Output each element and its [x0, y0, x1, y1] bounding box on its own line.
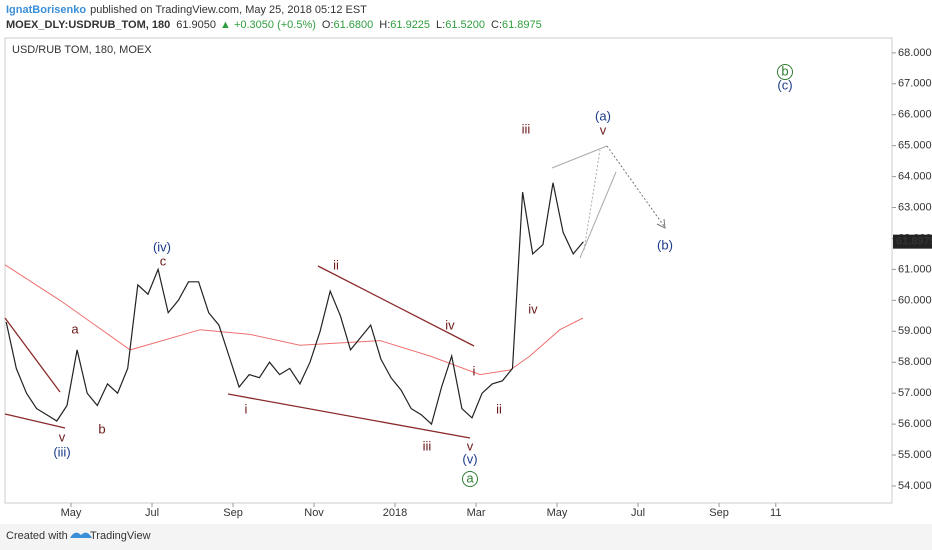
last-price-tag	[893, 234, 932, 249]
x-tick-label: Nov	[304, 507, 324, 519]
wave-label: b	[98, 421, 105, 436]
projection-lines	[551, 145, 666, 259]
wave-label: (iii)	[53, 444, 70, 459]
x-tick-label: May	[61, 507, 82, 519]
author[interactable]: IgnatBorisenko	[6, 4, 86, 16]
x-tick-label: 2018	[383, 507, 407, 519]
symbol: MOEX_DLY:USDRUB_TOM, 180	[6, 19, 170, 31]
y-tick-label: 57.0000	[898, 387, 932, 399]
wave-label: (iv)	[153, 239, 171, 254]
wave-label: (v)	[462, 451, 477, 466]
x-tick-label: Jul	[631, 507, 645, 519]
x-tick-label: Sep	[709, 507, 729, 519]
wave-label: iv	[528, 301, 538, 316]
ohlc-value: 61.5200	[445, 19, 485, 31]
footer-created: Created with	[6, 530, 68, 542]
ohlc-value: 61.6800	[334, 19, 374, 31]
wave-label: iii	[423, 438, 432, 453]
ohlc-key: O:	[322, 19, 334, 31]
ohlc-key: H:	[379, 19, 390, 31]
footer-bar	[0, 524, 932, 550]
x-tick-label: Jul	[145, 507, 159, 519]
symbol-line: MOEX_DLY:USDRUB_TOM, 180 61.9050 ▲ +0.3050…	[6, 19, 542, 31]
plot-frame	[4, 37, 893, 504]
y-tick-label: 65.0000	[898, 140, 932, 152]
price-line	[5, 182, 584, 426]
wave-label: v	[59, 429, 66, 444]
ohlc-key: C:	[491, 19, 502, 31]
x-tick-label: Sep	[223, 507, 243, 519]
x-tick-label: Mar	[467, 507, 486, 519]
wave-label: (c)	[777, 77, 792, 92]
y-tick-label: 60.0000	[898, 294, 932, 306]
last-price-label: 61.8975	[896, 236, 932, 248]
y-tick-label: 55.0000	[898, 449, 932, 461]
wave-label: b	[781, 63, 788, 78]
wave-label: i	[473, 363, 476, 378]
change: ▲ +0.3050 (+0.5%)	[220, 19, 316, 31]
circle-marker	[777, 64, 793, 80]
footer-brand[interactable]: TradingView	[90, 530, 151, 542]
wave-label: a	[466, 470, 474, 485]
y-tick-label: 61.0000	[898, 263, 932, 275]
y-tick-label: 67.0000	[898, 78, 932, 90]
wave-label: c	[160, 253, 167, 268]
y-tick-label: 68.0000	[898, 47, 932, 59]
wave-label: iv	[445, 317, 455, 332]
ohlc-value: 61.9225	[390, 19, 430, 31]
chart-title: USD/RUB TOM, 180, MOEX	[12, 44, 152, 56]
wave-label: ii	[333, 257, 339, 272]
y-tick-label: 64.0000	[898, 171, 932, 183]
y-tick-label: 58.0000	[898, 356, 932, 368]
ohlc-key: L:	[436, 19, 445, 31]
wave-label: (a)	[595, 108, 611, 123]
wave-label: i	[245, 401, 248, 416]
header-line: IgnatBorisenko published on TradingView.c…	[6, 4, 367, 16]
y-tick-label: 63.0000	[898, 201, 932, 213]
y-tick-label: 54.0000	[898, 480, 932, 492]
x-tick-label: May	[547, 507, 568, 519]
y-tick-label: 56.0000	[898, 418, 932, 430]
ohlc-value: 61.8975	[502, 19, 542, 31]
published: published on TradingView.com, May 25, 20…	[90, 4, 367, 16]
wave-label: v	[467, 438, 474, 453]
trend-lines	[4, 265, 475, 439]
circle-marker	[462, 471, 478, 487]
y-tick-label: 66.0000	[898, 109, 932, 121]
wave-label: a	[71, 321, 79, 336]
wave-label: ii	[496, 401, 502, 416]
wave-label: v	[600, 122, 607, 137]
logo	[70, 532, 92, 538]
x-tick-label: 11	[770, 507, 781, 519]
wave-label: (b)	[657, 237, 673, 252]
y-tick-label: 59.0000	[898, 325, 932, 337]
wave-label: iii	[522, 121, 531, 136]
price: 61.9050	[176, 19, 216, 31]
